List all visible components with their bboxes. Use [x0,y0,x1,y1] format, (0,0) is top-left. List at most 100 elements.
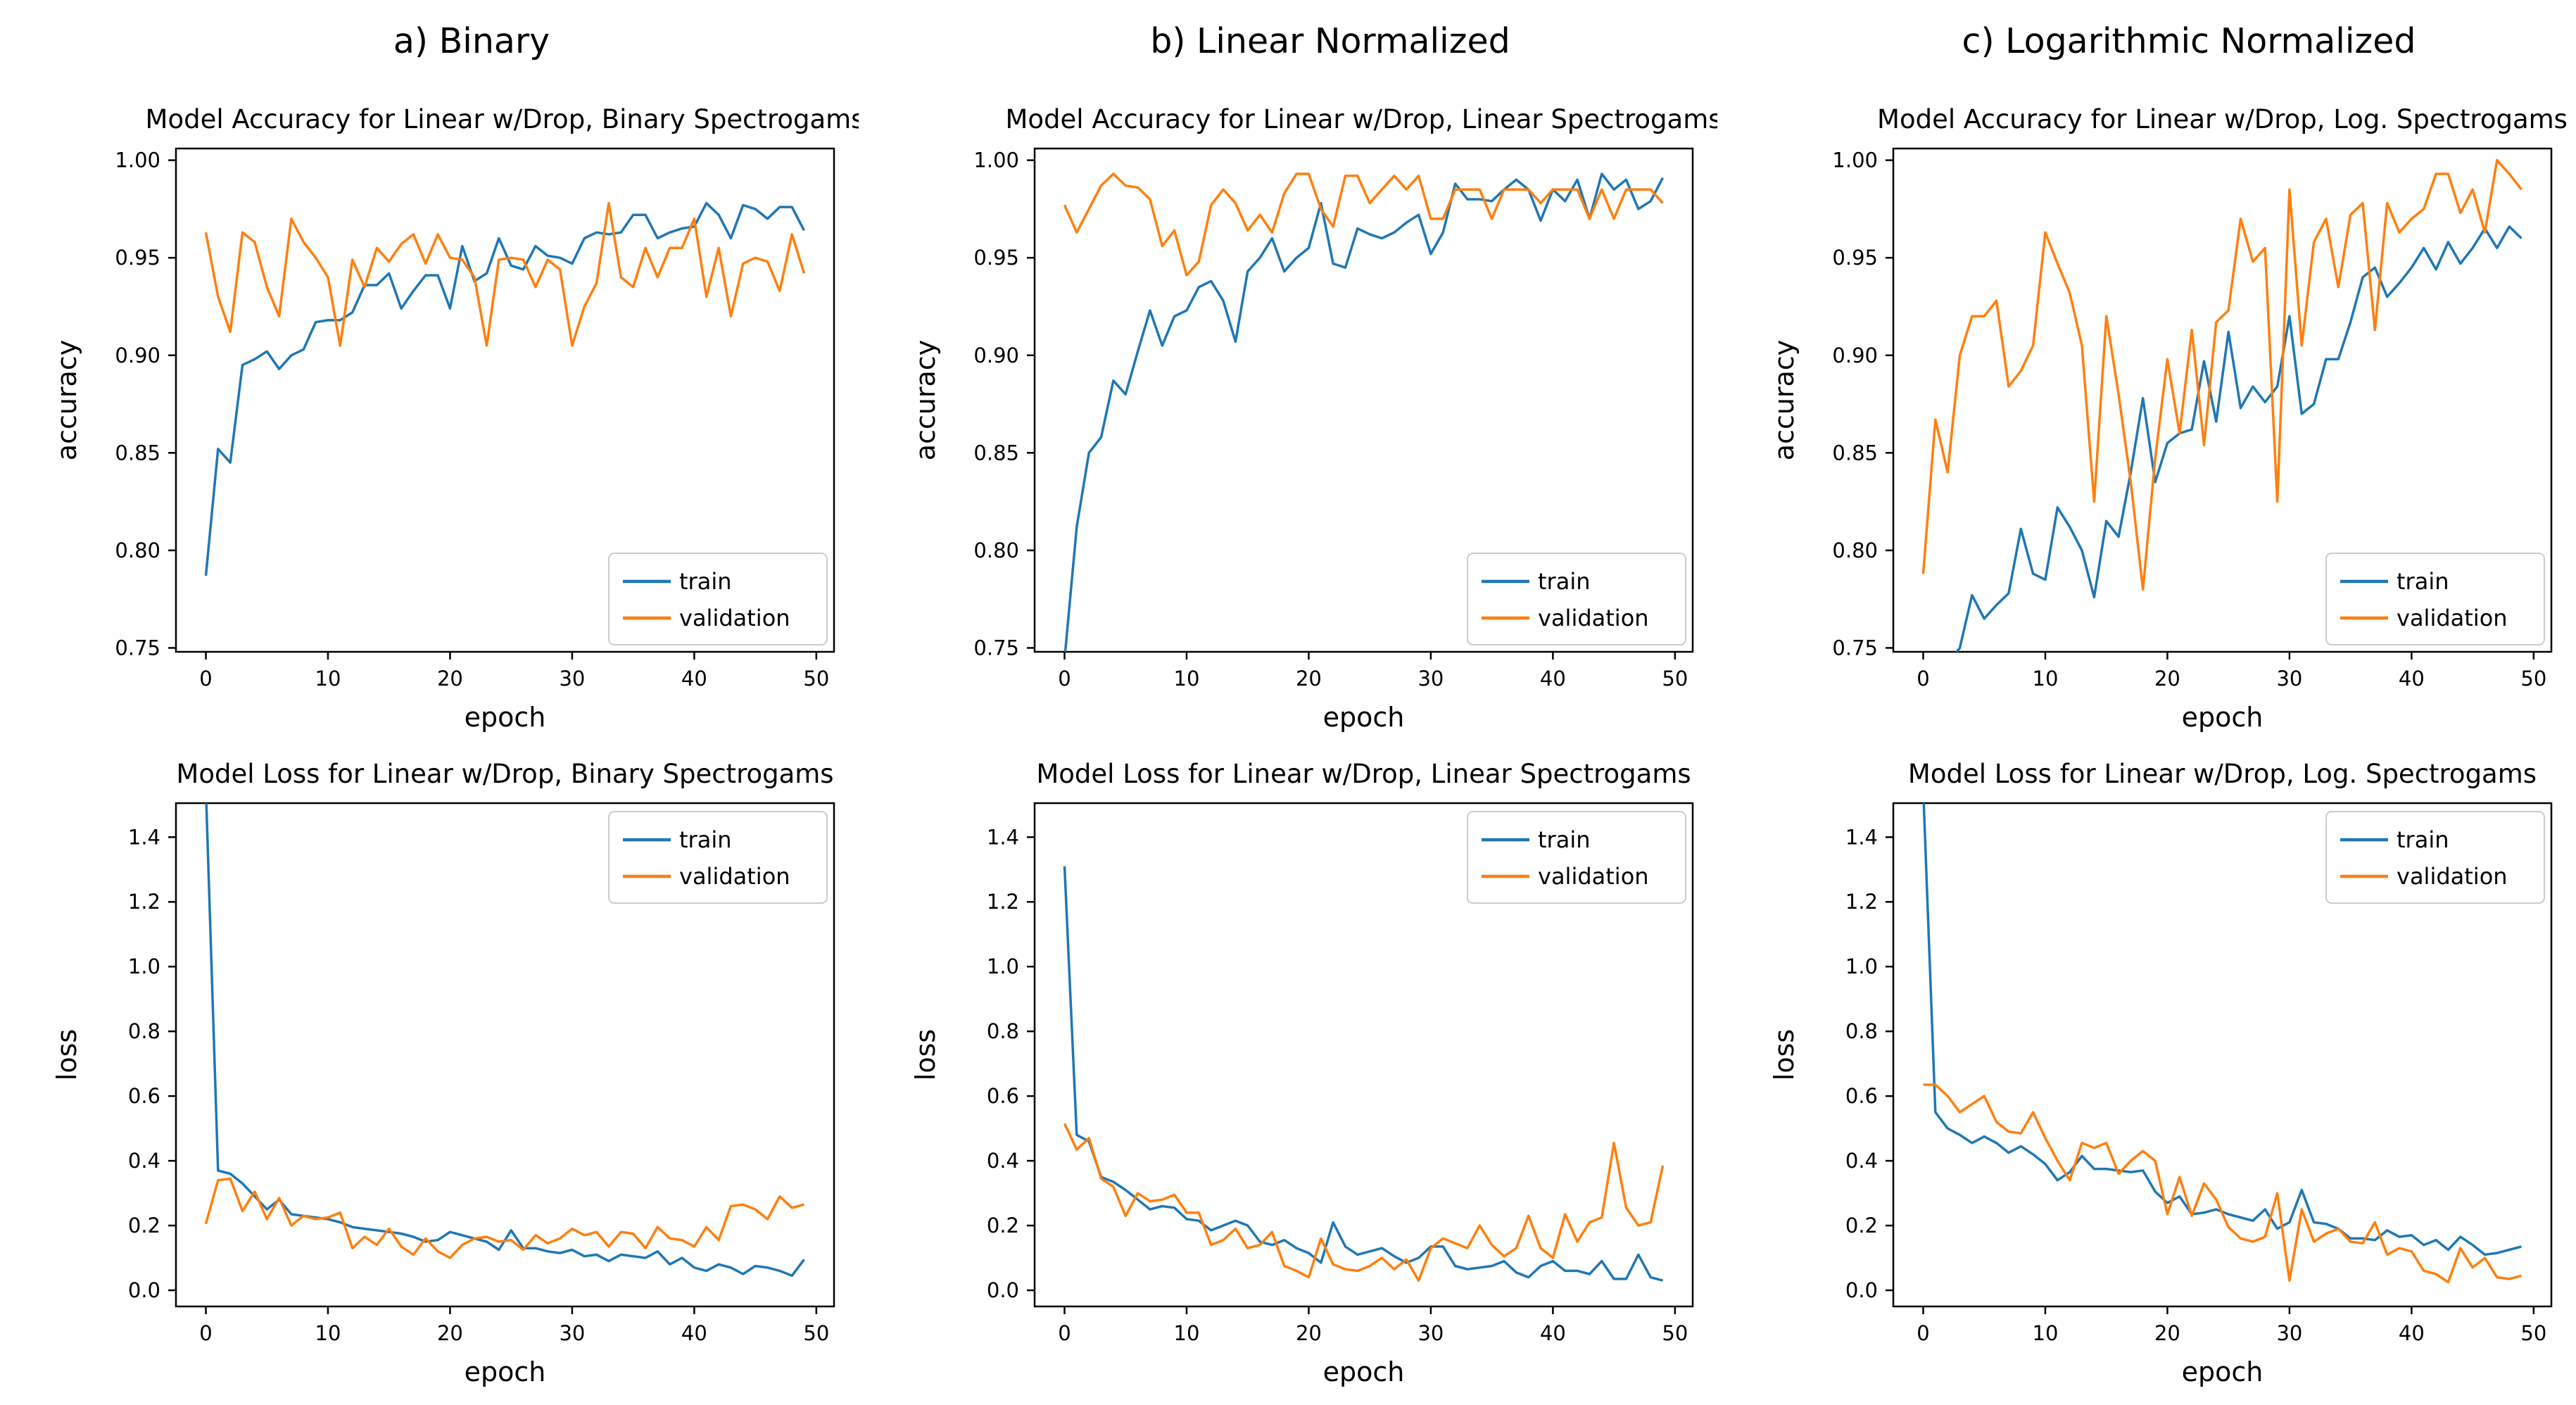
y-tick-label: 0.90 [115,344,160,367]
chart-svg: Model Accuracy for Linear w/Drop, Binary… [51,104,859,733]
chart-svg: Model Accuracy for Linear w/Drop, Linear… [910,104,1717,733]
chart-svg: Model Accuracy for Linear w/Drop, Log. S… [1769,104,2568,733]
y-tick-label: 0.95 [1832,246,1878,270]
legend-box [2325,811,2545,904]
column-header-linear-normalized: b) Linear Normalized [1150,21,1510,61]
x-axis-label: epoch [465,1356,546,1387]
legend-label-validation: validation [1538,605,1649,631]
y-tick-label: 0.2 [1845,1214,1878,1237]
x-tick-label: 50 [2520,667,2546,691]
y-tick-label: 0.0 [128,1278,160,1302]
legend-box [608,811,828,904]
x-tick-label: 10 [1174,667,1200,691]
y-tick-label: 0.75 [115,636,160,660]
x-tick-label: 20 [1296,1321,1322,1345]
y-axis-label: accuracy [910,340,941,460]
x-axis-label: epoch [2182,702,2264,733]
y-tick-label: 0.0 [987,1278,1019,1302]
legend-label-validation: validation [2397,863,2508,890]
x-tick-label: 10 [315,1321,341,1345]
plot-frame [1033,147,1694,653]
chart-title: Model Loss for Linear w/Drop, Log. Spect… [1908,759,2537,789]
y-tick-label: 1.00 [1832,149,1878,172]
legend-label-validation: validation [679,605,790,631]
x-tick-label: 50 [1662,1321,1688,1345]
chart-svg: Model Loss for Linear w/Drop, Linear Spe… [910,759,1694,1387]
y-tick-label: 0.75 [1832,636,1878,660]
chart-title: Model Accuracy for Linear w/Drop, Binary… [146,104,859,134]
charts-grid: Model Accuracy for Linear w/Drop, Binary… [0,96,2576,1405]
y-tick-label: 1.2 [1845,890,1878,914]
y-tick-label: 0.95 [973,246,1019,270]
chart-accuracy-log: Model Accuracy for Linear w/Drop, Log. S… [1717,96,2576,750]
chart-loss-log: Model Loss for Linear w/Drop, Log. Spect… [1717,750,2576,1405]
validation-line [204,201,806,347]
column-header-logarithmic-normalized: c) Logarithmic Normalized [1962,21,2416,61]
plot-frame [175,147,835,653]
validation-line [204,1177,804,1259]
x-tick-label: 10 [2033,1321,2059,1345]
x-tick-label: 50 [803,1321,829,1345]
legend-label-train: train [1538,568,1590,595]
chart-loss-binary: Model Loss for Linear w/Drop, Binary Spe… [0,750,859,1405]
validation-line [1063,1123,1665,1282]
y-tick-label: 1.4 [1845,825,1878,849]
x-tick-label: 30 [559,667,585,691]
x-tick-label: 0 [1917,1321,1929,1345]
x-tick-label: 0 [1058,1321,1071,1345]
x-tick-label: 30 [2276,1321,2302,1345]
y-tick-label: 1.0 [987,954,1019,978]
chart-svg: Model Loss for Linear w/Drop, Log. Spect… [1769,759,2553,1387]
x-tick-label: 0 [1917,667,1929,691]
plot-frame [1033,802,1694,1308]
y-tick-label: 1.4 [987,825,1019,849]
chart-svg: Model Loss for Linear w/Drop, Binary Spe… [51,759,835,1387]
train-line [1063,866,1663,1282]
chart-accuracy-linear: Model Accuracy for Linear w/Drop, Linear… [859,96,1717,750]
x-tick-label: 10 [315,667,341,691]
y-tick-label: 0.4 [128,1149,160,1173]
x-axis-label: epoch [465,702,546,733]
x-tick-label: 30 [1418,667,1444,691]
y-tick-label: 1.00 [973,149,1019,172]
x-tick-label: 30 [1418,1321,1444,1345]
train-line [204,201,806,577]
y-tick-label: 1.00 [115,149,160,172]
legend-box [2325,553,2545,645]
x-tick-label: 40 [1540,1321,1566,1345]
chart-loss-linear: Model Loss for Linear w/Drop, Linear Spe… [859,750,1717,1405]
y-tick-label: 0.80 [973,538,1019,562]
legend-label-train: train [1538,826,1590,853]
column-headers: a) Binary b) Linear Normalized c) Logari… [0,0,2576,96]
x-tick-label: 50 [1662,667,1688,691]
y-tick-label: 0.6 [987,1084,1019,1108]
validation-line [1923,1083,2522,1284]
x-tick-label: 10 [1174,1321,1200,1345]
legend-label-train: train [679,568,731,595]
y-tick-label: 0.75 [973,636,1019,660]
y-tick-label: 1.2 [987,890,1019,914]
y-tick-label: 1.0 [128,954,160,978]
y-tick-label: 0.2 [987,1214,1019,1237]
x-tick-label: 10 [2033,667,2059,691]
y-axis-label: loss [51,1029,82,1080]
y-tick-label: 0.85 [115,441,160,465]
y-tick-label: 0.85 [973,441,1019,465]
x-tick-label: 0 [1058,667,1071,691]
y-tick-label: 0.80 [1832,538,1878,562]
y-axis-label: loss [1769,1029,1800,1080]
train-line [1955,225,2523,652]
column-header-binary: a) Binary [393,21,550,61]
y-tick-label: 0.85 [1832,441,1878,465]
y-tick-label: 1.0 [1845,954,1878,978]
legend-box [608,553,828,645]
y-tick-label: 0.2 [128,1214,160,1237]
legend-label-validation: validation [1538,863,1649,890]
y-tick-label: 0.4 [1845,1149,1878,1173]
train-line [1063,172,1665,652]
legend-label-validation: validation [2397,605,2508,631]
x-tick-label: 20 [2154,667,2180,691]
y-tick-label: 0.0 [1845,1278,1878,1302]
x-tick-label: 30 [559,1321,585,1345]
x-tick-label: 40 [2399,667,2425,691]
